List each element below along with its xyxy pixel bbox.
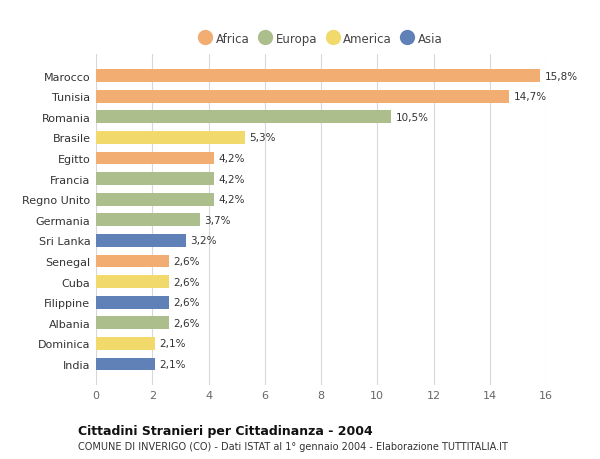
Bar: [96, 111, 391, 124]
Bar: [96, 296, 169, 309]
Bar: [96, 70, 541, 83]
Bar: [96, 317, 169, 330]
Text: COMUNE DI INVERIGO (CO) - Dati ISTAT al 1° gennaio 2004 - Elaborazione TUTTITALI: COMUNE DI INVERIGO (CO) - Dati ISTAT al …: [78, 441, 508, 451]
Bar: [96, 173, 214, 185]
Text: 2,6%: 2,6%: [173, 257, 200, 266]
Text: 2,1%: 2,1%: [159, 359, 186, 369]
Text: 5,3%: 5,3%: [249, 133, 276, 143]
Bar: [96, 255, 169, 268]
Text: 10,5%: 10,5%: [395, 112, 428, 123]
Bar: [96, 152, 214, 165]
Bar: [96, 90, 509, 103]
Text: Cittadini Stranieri per Cittadinanza - 2004: Cittadini Stranieri per Cittadinanza - 2…: [78, 425, 373, 437]
Text: 14,7%: 14,7%: [514, 92, 547, 102]
Bar: [96, 214, 200, 227]
Text: 4,2%: 4,2%: [218, 195, 245, 205]
Bar: [96, 235, 186, 247]
Text: 3,7%: 3,7%: [204, 215, 231, 225]
Legend: Africa, Europa, America, Asia: Africa, Europa, America, Asia: [194, 28, 448, 50]
Bar: [96, 132, 245, 145]
Bar: [96, 337, 155, 350]
Text: 2,6%: 2,6%: [173, 318, 200, 328]
Text: 2,6%: 2,6%: [173, 297, 200, 308]
Bar: [96, 275, 169, 288]
Text: 3,2%: 3,2%: [190, 236, 217, 246]
Text: 4,2%: 4,2%: [218, 174, 245, 184]
Bar: [96, 193, 214, 206]
Text: 2,6%: 2,6%: [173, 277, 200, 287]
Bar: [96, 358, 155, 370]
Text: 2,1%: 2,1%: [159, 339, 186, 348]
Text: 4,2%: 4,2%: [218, 154, 245, 164]
Text: 15,8%: 15,8%: [545, 72, 578, 81]
